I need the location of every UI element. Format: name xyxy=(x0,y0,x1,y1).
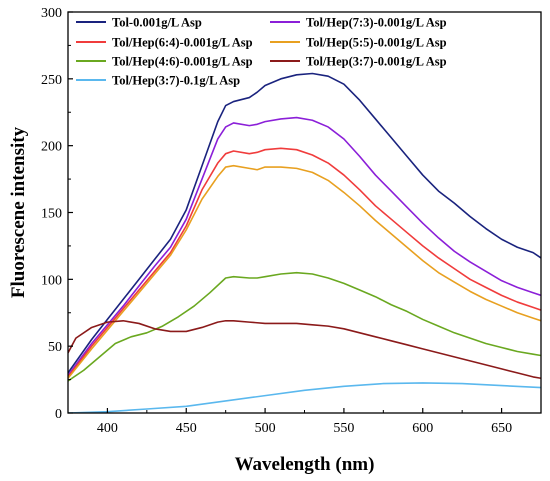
series-line-6 xyxy=(68,319,541,380)
x-tick-label: 600 xyxy=(412,421,433,436)
y-tick-label: 200 xyxy=(41,140,62,155)
legend: Tol-0.001g/L Asp Tol/Hep(7:3)-0.001g/L As… xyxy=(76,16,447,88)
y-axis-title: Fluorescene intensity xyxy=(8,126,29,298)
x-axis-ticks: 400 450 500 550 600 650 xyxy=(67,408,542,436)
x-tick-label: 500 xyxy=(255,421,276,436)
legend-label: Tol/Hep(5:5)-0.001g/L Asp xyxy=(306,36,447,50)
series-line-2 xyxy=(68,116,541,377)
x-axis-title: Wavelength (nm) xyxy=(235,454,375,475)
legend-label: Tol/Hep(3:7)-0.1g/L Asp xyxy=(112,74,240,88)
series-layer xyxy=(68,72,541,413)
legend-label: Tol/Hep(7:3)-0.001g/L Asp xyxy=(306,16,447,30)
series-line-4 xyxy=(68,164,541,379)
y-tick-label: 0 xyxy=(55,407,62,422)
legend-label: Tol-0.001g/L Asp xyxy=(112,16,202,30)
x-tick-label: 400 xyxy=(97,421,118,436)
legend-label: Tol/Hep(6:4)-0.001g/L Asp xyxy=(112,36,253,50)
x-tick-label: 550 xyxy=(333,421,354,436)
x-tick-label: 450 xyxy=(176,421,197,436)
series-line-5 xyxy=(68,271,541,382)
y-tick-label: 300 xyxy=(41,6,62,21)
y-axis-ticks: 0 50 100 150 200 250 300 xyxy=(41,6,73,422)
y-tick-label: 100 xyxy=(41,273,62,288)
series-line-1 xyxy=(68,72,541,374)
legend-label: Tol/Hep(3:7)-0.001g/L Asp xyxy=(306,55,447,69)
y-tick-label: 250 xyxy=(41,73,62,88)
y-tick-label: 150 xyxy=(41,207,62,222)
series-line-7 xyxy=(68,382,541,413)
y-tick-label: 50 xyxy=(48,340,62,355)
x-tick-label: 650 xyxy=(491,421,512,436)
legend-label: Tol/Hep(4:6)-0.001g/L Asp xyxy=(112,55,253,69)
series-line-3 xyxy=(68,147,541,378)
